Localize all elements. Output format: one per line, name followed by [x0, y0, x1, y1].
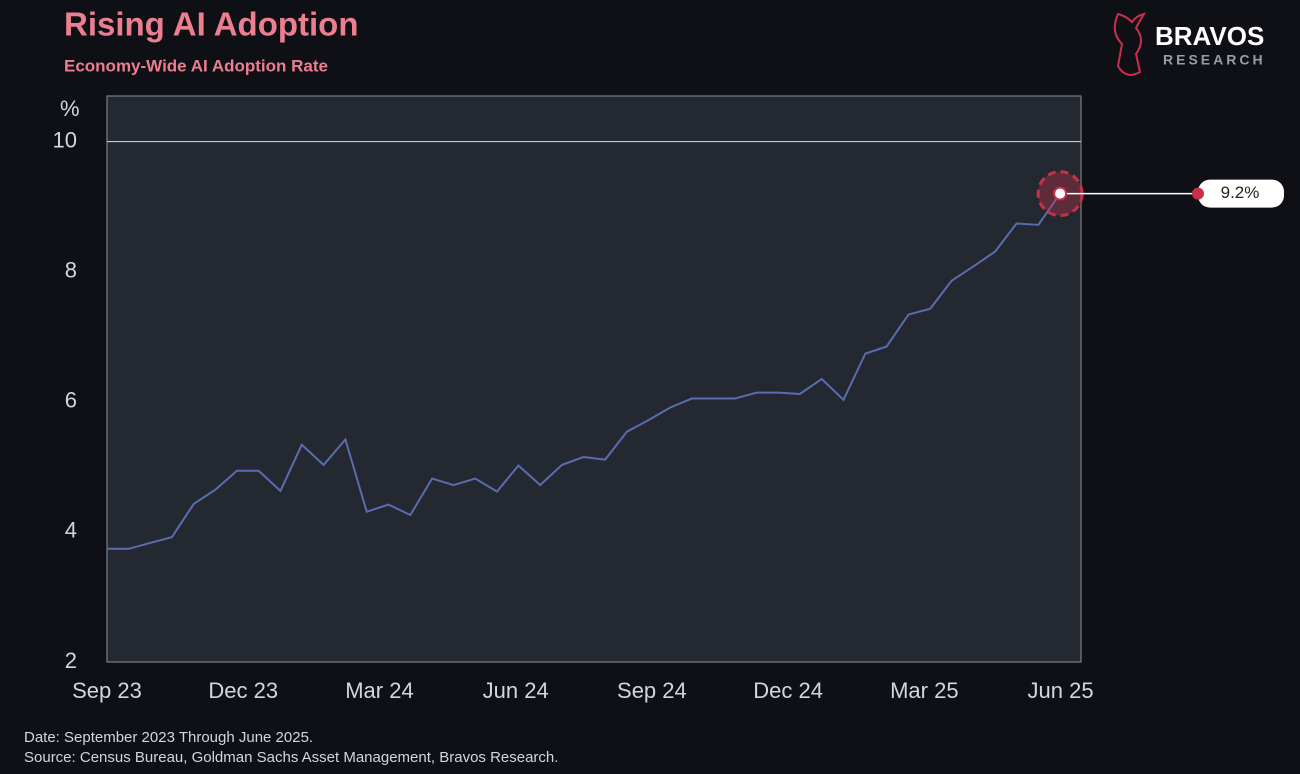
plot-area	[106, 95, 1082, 663]
data-line	[107, 193, 1061, 550]
label-dot	[1192, 187, 1204, 200]
highlight-point	[1053, 186, 1068, 201]
x-tick-label: Jun 25	[1028, 678, 1094, 703]
logo: BRAVOS RESEARCH	[1113, 12, 1266, 76]
y-tick-label: 2	[65, 648, 77, 673]
y-tick-label: 10	[53, 127, 77, 152]
chart-subtitle: Economy-Wide AI Adoption Rate	[64, 56, 328, 75]
x-tick-label: Sep 23	[72, 678, 142, 703]
y-axis-label: %	[60, 96, 80, 121]
x-tick-label: Mar 24	[345, 678, 413, 703]
label-box	[1198, 179, 1284, 208]
x-tick-label: Dec 23	[208, 678, 278, 703]
chart-title: Rising AI Adoption	[64, 6, 359, 43]
x-tick-label: Mar 25	[890, 678, 958, 703]
brand-sub: RESEARCH	[1163, 52, 1266, 68]
y-tick-label: 4	[65, 518, 77, 543]
x-tick-label: Jun 24	[483, 678, 549, 703]
y-tick-label: 6	[65, 388, 77, 413]
x-tick-label: Sep 24	[617, 678, 687, 703]
logo-icon	[1113, 12, 1147, 76]
note: Source: Census Bureau, Goldman Sachs Ass…	[24, 749, 558, 766]
note: Date: September 2023 Through June 2025.	[24, 729, 313, 746]
value-label: 9.2%	[1221, 183, 1260, 202]
x-tick-label: Dec 24	[753, 678, 823, 703]
y-tick-label: 8	[65, 257, 77, 282]
brand: BRAVOS	[1155, 21, 1264, 51]
